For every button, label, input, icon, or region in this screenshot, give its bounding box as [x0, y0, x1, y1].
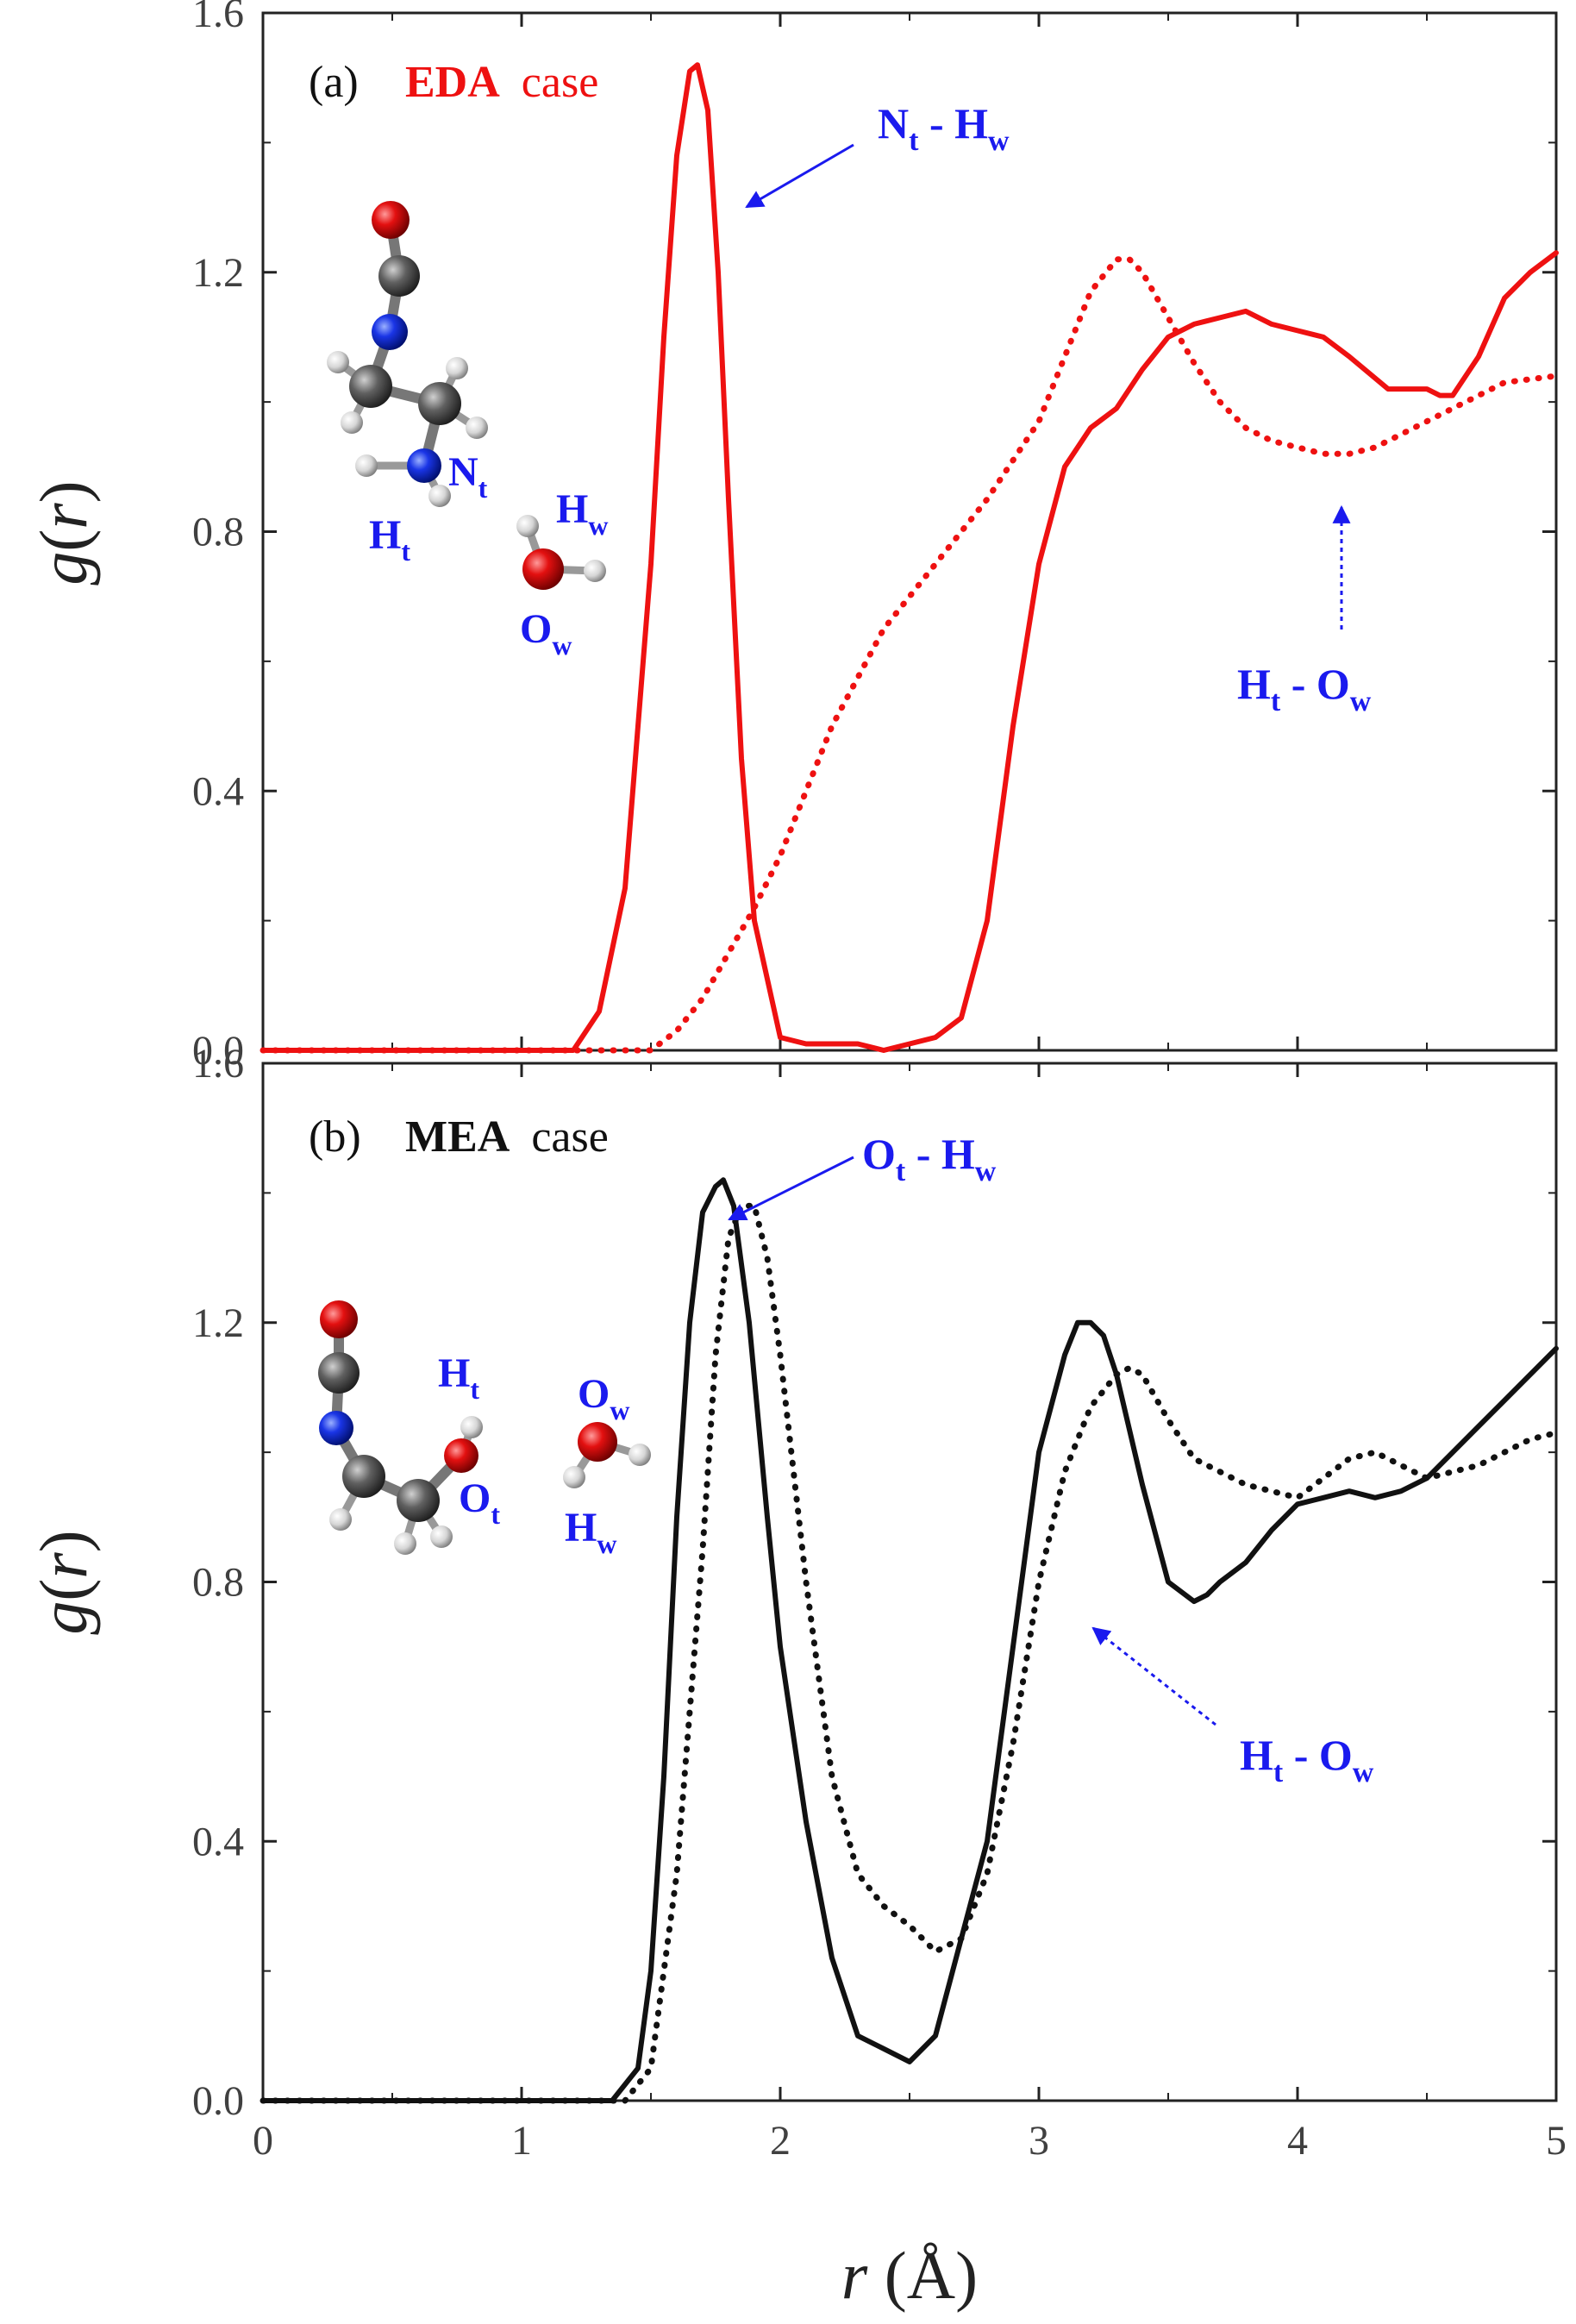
panel-b-title: MEA case: [405, 1112, 609, 1162]
arrow-ht-ow-b: [1091, 1626, 1216, 1726]
eda-molecule: [327, 201, 488, 507]
arrow-ot-hw: [728, 1156, 854, 1221]
panel-b-ylabel: g(r): [26, 1530, 101, 1634]
atom-label-ht-b: Ht: [438, 1350, 479, 1405]
annotation-ht-ow-a: Ht - Ow: [1237, 660, 1372, 717]
panel-a-title-rest: case: [522, 58, 598, 107]
panel-b-label: (b): [309, 1112, 361, 1162]
annotation-ht-ow-b: Ht - Ow: [1240, 1731, 1374, 1788]
ytick-label: 0.8: [192, 1560, 244, 1606]
ytick-label: 0.4: [192, 768, 244, 814]
arrow-nt-hw: [745, 143, 854, 209]
ytick-label: 1.6: [192, 1041, 244, 1087]
panel-a-series: [260, 62, 1560, 1054]
panel-a-ylabel: g(r): [26, 480, 101, 585]
xtick-label: 5: [1546, 2118, 1567, 2164]
panel-a: 0.0 0.4 0.8 1.2 1.6 (a) EDA case Nt - Hw Ht …: [26, 0, 1560, 1074]
series-line-dotted: [260, 256, 1560, 1054]
series-line-solid: [260, 62, 1559, 1053]
xtick-label: 0: [253, 2118, 273, 2164]
atom-label-ht-a: Ht: [369, 512, 410, 567]
atom-label-ot-b: Ot: [459, 1475, 500, 1530]
panel-b-title-rest: case: [531, 1112, 608, 1162]
ytick-label: 1.2: [192, 1300, 244, 1346]
panel-a-label: (a): [309, 58, 359, 107]
ytick-label: 0.4: [192, 1819, 244, 1864]
annotation-nt-hw: Nt - Hw: [878, 99, 1010, 157]
atom-label-hw-b: Hw: [565, 1505, 616, 1559]
panel-a-frame: [261, 11, 1558, 1052]
annotation-ot-hw: Ot - Hw: [862, 1130, 997, 1187]
water-molecule-a: [516, 515, 606, 590]
atom-label-ow-a: Ow: [520, 606, 572, 661]
panel-b-ticks: 0.0 0.4 0.8 1.2 1.6 0 1 2 3 4 5: [192, 1041, 1567, 2164]
panel-b-series: [260, 1177, 1560, 2104]
panel-a-title: EDA case: [405, 58, 598, 107]
atom-label-hw-a: Hw: [556, 486, 608, 541]
series-line-dotted: [260, 1202, 1560, 2104]
ytick-label: 1.6: [192, 0, 244, 36]
ytick-label: 0.0: [192, 1028, 244, 1074]
panel-a-title-bold: EDA: [405, 58, 500, 107]
xtick-label: 4: [1287, 2118, 1308, 2164]
mea-molecule: [318, 1300, 483, 1555]
ytick-label: 0.8: [192, 510, 244, 555]
atom-label-nt-a: Nt: [448, 449, 488, 504]
panel-b-frame: [261, 1062, 1558, 2102]
x-axis-label: r (Å): [841, 2238, 978, 2313]
panel-a-ticks: 0.0 0.4 0.8 1.2 1.6: [192, 0, 1558, 1074]
xtick-label: 3: [1029, 2118, 1049, 2164]
xtick-label: 1: [511, 2118, 532, 2164]
xtick-label: 2: [770, 2118, 791, 2164]
atom-label-ow-b: Ow: [578, 1371, 629, 1425]
ytick-label: 0.0: [192, 2078, 244, 2124]
ytick-label: 1.2: [192, 250, 244, 296]
panel-b-title-bold: MEA: [405, 1112, 510, 1162]
panel-b: 0.0 0.4 0.8 1.2 1.6 0 1 2 3 4 5 (b) MEA case Ot - …: [26, 1041, 1567, 2164]
water-molecule-b: [563, 1422, 651, 1488]
series-line-solid: [260, 1177, 1559, 2103]
